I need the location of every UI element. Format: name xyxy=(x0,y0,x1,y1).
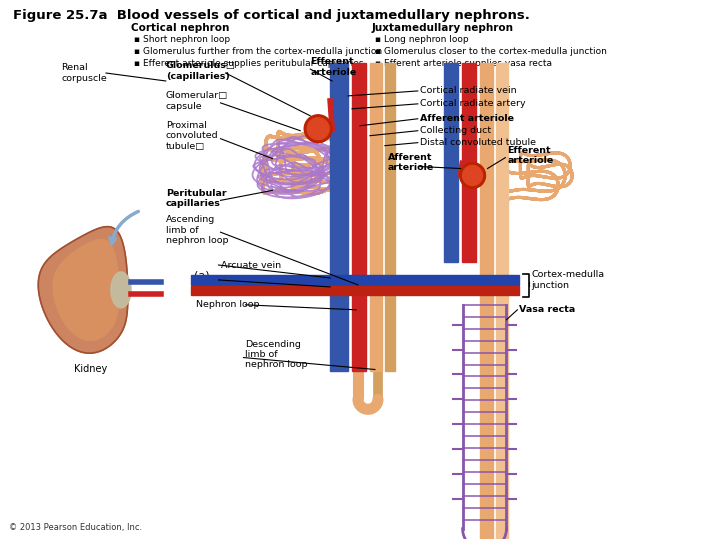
Text: Glomerulus□
(capillaries): Glomerulus□ (capillaries) xyxy=(166,62,235,80)
Text: Glomerular□
capsule: Glomerular□ capsule xyxy=(166,91,228,111)
Polygon shape xyxy=(53,239,119,340)
Text: Peritubular
capillaries: Peritubular capillaries xyxy=(166,188,226,208)
Bar xyxy=(385,63,395,372)
Circle shape xyxy=(463,166,482,185)
Circle shape xyxy=(305,115,332,143)
Bar xyxy=(444,63,458,262)
Text: Afferent arteriole: Afferent arteriole xyxy=(420,114,514,123)
Text: (a): (a) xyxy=(194,271,210,281)
Polygon shape xyxy=(111,272,131,308)
Text: Arcuate artery: Arcuate artery xyxy=(220,275,289,285)
Text: Distal convoluted tubule: Distal convoluted tubule xyxy=(420,138,536,147)
Text: ▪ Efferent arteriole supplies vasa recta: ▪ Efferent arteriole supplies vasa recta xyxy=(375,59,552,68)
Text: ▪ Glomerulus further from the cortex-medulla junction: ▪ Glomerulus further from the cortex-med… xyxy=(134,47,382,56)
Text: Juxtamedullary nephron: Juxtamedullary nephron xyxy=(372,23,514,33)
Text: Arcuate vein: Arcuate vein xyxy=(220,260,281,269)
Polygon shape xyxy=(111,272,131,308)
Bar xyxy=(480,63,493,540)
Text: Renal
corpuscle: Renal corpuscle xyxy=(61,63,107,83)
Text: Ascending
limb of
nephron loop: Ascending limb of nephron loop xyxy=(166,215,228,245)
Text: Proximal
convoluted
tubule□: Proximal convoluted tubule□ xyxy=(166,121,218,151)
Text: Collecting duct: Collecting duct xyxy=(420,126,491,135)
Bar xyxy=(191,286,519,295)
Text: © 2013 Pearson Education, Inc.: © 2013 Pearson Education, Inc. xyxy=(9,523,143,532)
Text: ▪ Glomerulus closer to the cortex-medulla junction: ▪ Glomerulus closer to the cortex-medull… xyxy=(375,47,607,56)
Bar xyxy=(462,63,475,262)
Text: Nephron loop: Nephron loop xyxy=(196,300,259,309)
Text: Cortical nephron: Cortical nephron xyxy=(131,23,229,33)
Polygon shape xyxy=(38,227,128,353)
Text: Kidney: Kidney xyxy=(74,364,108,374)
Text: ▪ Short nephron loop: ▪ Short nephron loop xyxy=(134,35,230,44)
Text: Cortical radiate artery: Cortical radiate artery xyxy=(420,99,526,109)
Circle shape xyxy=(459,163,485,188)
Bar xyxy=(497,63,508,540)
Bar xyxy=(370,63,382,372)
Bar xyxy=(352,63,366,372)
Circle shape xyxy=(307,118,329,140)
Text: Cortex-medulla
junction: Cortex-medulla junction xyxy=(531,270,605,289)
Text: Efferent
arteriole: Efferent arteriole xyxy=(508,146,554,165)
Text: Vasa recta: Vasa recta xyxy=(519,305,575,314)
Text: Efferent
arteriole: Efferent arteriole xyxy=(310,57,356,77)
Text: Descending
limb of
nephron loop: Descending limb of nephron loop xyxy=(246,340,308,369)
Text: Cortical radiate vein: Cortical radiate vein xyxy=(420,86,516,96)
Text: Afferent
arteriole: Afferent arteriole xyxy=(388,153,434,172)
Bar xyxy=(330,63,348,372)
Bar xyxy=(191,275,519,285)
Text: Figure 25.7a  Blood vessels of cortical and juxtamedullary nephrons.: Figure 25.7a Blood vessels of cortical a… xyxy=(14,9,530,22)
Text: ▪ Long nephron loop: ▪ Long nephron loop xyxy=(375,35,469,44)
Text: ▪ Efferent arteriole supplies peritubular capillaries: ▪ Efferent arteriole supplies peritubula… xyxy=(134,59,364,68)
